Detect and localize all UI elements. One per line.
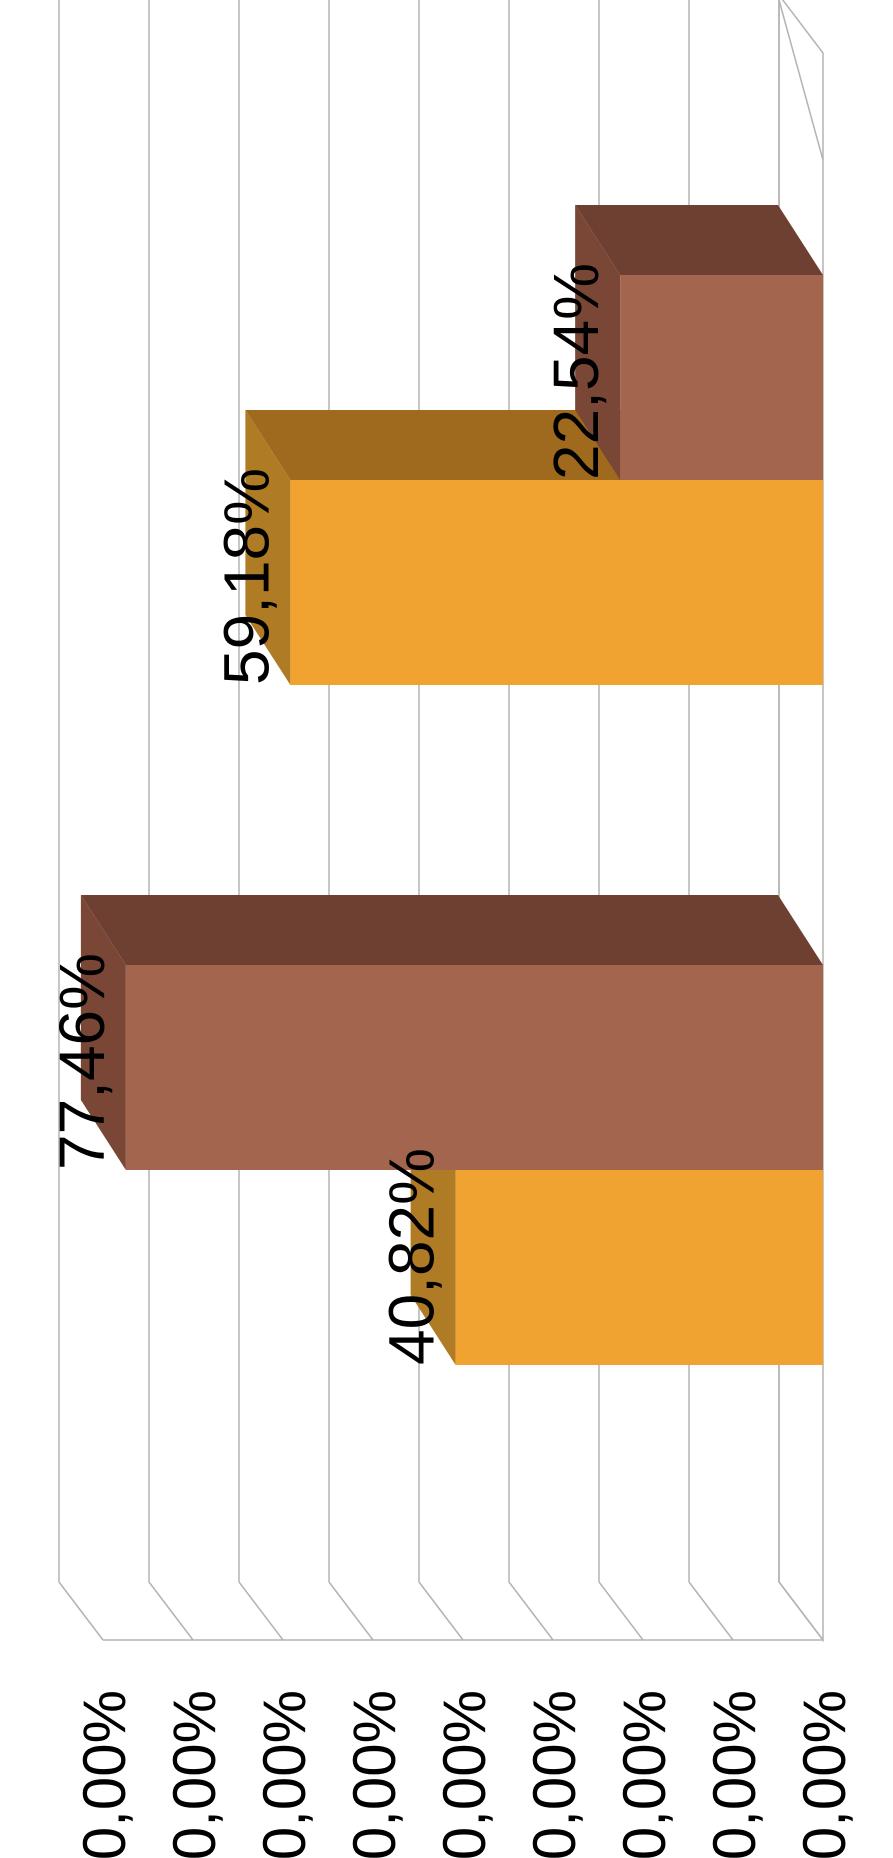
y-tick-label: 0,00% <box>341 1690 408 1858</box>
gridline-diagonal <box>418 1581 464 1641</box>
y-tick-label: 0,00% <box>521 1690 588 1858</box>
bar-top-series2-cat1 <box>80 895 824 965</box>
gridline-diagonal <box>598 1581 644 1641</box>
gridline-diagonal <box>508 1581 554 1641</box>
bar-end-series2-cat1 <box>80 895 126 1170</box>
y-axis-tick-labels: 0,00% 0,00% 0,00% 0,00% 0,00% 0,00% 0,00% 0,00%… <box>71 1690 858 1858</box>
bar-series1-cat2 <box>290 480 823 685</box>
bars <box>80 205 824 1365</box>
bar-series2-cat1 <box>125 965 824 1170</box>
bar-end-series2-cat2 <box>575 205 621 480</box>
data-label-series1-cat2: 59,18% <box>210 468 282 685</box>
gridline-diagonal <box>58 1581 104 1641</box>
y-tick-label: 0,00% <box>431 1690 498 1858</box>
bar-series1-cat1 <box>455 1160 823 1365</box>
y-tick-label: 0,00% <box>611 1690 678 1858</box>
gridline-diagonal <box>238 1581 284 1641</box>
wall-corner-edge <box>778 0 824 161</box>
data-label-series2-cat1: 77,46% <box>46 953 118 1170</box>
bar-end-series1-cat2 <box>245 410 291 685</box>
gridline-diagonal <box>148 1581 194 1641</box>
data-label-series1-cat1: 40,82% <box>376 1148 448 1365</box>
y-tick-label: 0,00% <box>71 1690 138 1858</box>
bar-series2-cat2 <box>620 275 823 480</box>
data-label-series2-cat2: 22,54% <box>540 263 612 480</box>
data-labels: 40,82% 59,18% 77,46% 22,54% <box>46 263 612 1365</box>
gridline-diagonal <box>778 1581 824 1641</box>
gridline-diagonal <box>688 1581 734 1641</box>
y-tick-label: 0,00% <box>791 1690 858 1858</box>
gridline-diagonal <box>328 1581 374 1641</box>
bar-top-series2-cat2 <box>575 205 823 275</box>
y-tick-label: 0,00% <box>161 1690 228 1858</box>
y-tick-label: 0,00% <box>251 1690 318 1858</box>
y-tick-label: 0,00% <box>701 1690 768 1858</box>
